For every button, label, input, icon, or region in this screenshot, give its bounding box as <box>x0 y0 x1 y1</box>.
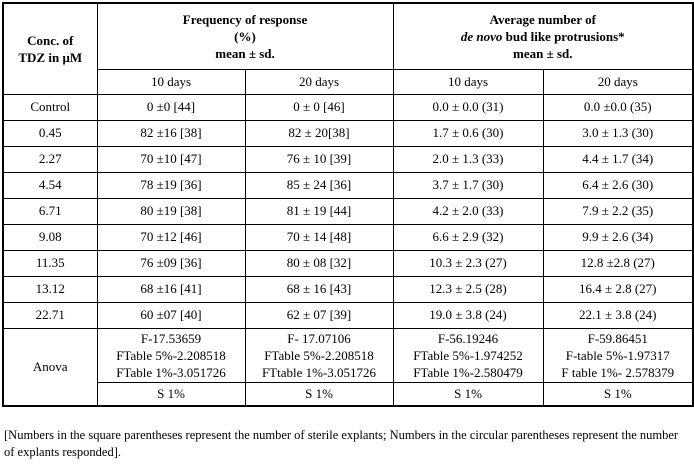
header-frequency-group: Frequency of response (%) mean ± sd. <box>96 2 394 70</box>
row-label: 4.54 <box>2 171 98 199</box>
data-cell: 68 ±16 [41] <box>96 275 246 303</box>
row-label: 6.71 <box>2 197 98 225</box>
data-cell: 2.0 ± 1.3 (33) <box>392 145 544 173</box>
average-header-line2: de novo bud like protrusions* <box>396 28 691 45</box>
significance-row: S 1% S 1% S 1% S 1% <box>3 381 694 407</box>
anova-cell-frequency-10days: F-17.53659 FTable 5%-2.208518 FTable 1%-… <box>96 327 246 383</box>
data-cell: 80 ± 08 [32] <box>244 249 394 277</box>
table-row: 22.71 60 ±07 [40] 62 ± 07 [39] 19.0 ± 3.… <box>2 301 694 329</box>
header-average-group: Average number of de novo bud like protr… <box>392 2 694 70</box>
anova-f-value: F-56.19246 <box>437 330 499 346</box>
table-row: 4.54 78 ±19 [36] 85 ± 24 [36] 3.7 ± 1.7 … <box>2 171 694 199</box>
significance-cell: S 1% <box>96 381 246 407</box>
data-cell: 6.4 ± 2.6 (30) <box>542 171 694 199</box>
data-cell: 78 ±19 [36] <box>96 171 246 199</box>
anova-ftable5: FTable 5%-2.208518 <box>264 347 374 363</box>
data-cell: 19.0 ± 3.8 (24) <box>392 301 544 329</box>
frequency-header-line1: Frequency of response <box>182 11 308 27</box>
row-label: 13.12 <box>2 275 98 303</box>
results-table-container: Conc. of TDZ in μM Frequency of response… <box>2 2 694 407</box>
data-cell: 81 ± 19 [44] <box>244 197 394 225</box>
data-cell: 70 ±10 [47] <box>96 145 246 173</box>
data-cell: 10.3 ± 2.3 (27) <box>392 249 544 277</box>
subheader-frequency-20days: 20 days <box>244 68 394 95</box>
sub-header-row: 10 days 20 days 10 days 20 days <box>3 68 694 95</box>
subheader-average-10days: 10 days <box>392 68 544 95</box>
anova-label: Anova <box>2 327 98 407</box>
header-conc-line2: TDZ in μM <box>18 49 83 65</box>
anova-ftable1: FTtable 1%-3.051726 <box>261 364 377 380</box>
data-cell: 9.9 ± 2.6 (34) <box>542 223 694 251</box>
anova-cell-average-10days: F-56.19246 FTable 5%-1.974252 FTable 1%-… <box>392 327 544 383</box>
anova-ftable1: FTable 1%-3.051726 <box>116 364 226 380</box>
data-cell: 12.3 ± 2.5 (28) <box>392 275 544 303</box>
table-row: 9.08 70 ±12 [46] 70 ± 14 [48] 6.6 ± 2.9 … <box>2 223 694 251</box>
subheader-average-20days: 20 days <box>542 68 694 95</box>
table-row: 13.12 68 ±16 [41] 68 ± 16 [43] 12.3 ± 2.… <box>2 275 694 303</box>
significance-cell: S 1% <box>542 381 694 407</box>
anova-stats-row: Anova F-17.53659 FTable 5%-2.208518 FTab… <box>2 327 694 407</box>
data-cell: 0.0 ±0.0 (35) <box>542 93 694 121</box>
table-row: 2.27 70 ±10 [47] 76 ± 10 [39] 2.0 ± 1.3 … <box>2 145 694 173</box>
data-cell: 7.9 ± 2.2 (35) <box>542 197 694 225</box>
frequency-header-line2: (%) <box>234 28 256 44</box>
subheader-frequency-10days: 10 days <box>96 68 246 95</box>
data-cell: 12.8 ±2.8 (27) <box>542 249 694 277</box>
anova-ftable5: FTable 5%-1.974252 <box>413 347 523 363</box>
data-cell: 1.7 ± 0.6 (30) <box>392 119 544 147</box>
average-header-line3: mean ± sd. <box>512 45 573 61</box>
row-label: 11.35 <box>2 249 98 277</box>
row-label: 22.71 <box>2 301 98 329</box>
table-row: 11.35 76 ±09 [36] 80 ± 08 [32] 10.3 ± 2.… <box>2 249 694 277</box>
anova-cell-average-20days: F-59.86451 F-table 5%-1.97317 F table 1%… <box>542 327 694 383</box>
row-label: 2.27 <box>2 145 98 173</box>
data-cell: 0 ± 0 [46] <box>244 93 394 121</box>
results-table: Conc. of TDZ in μM Frequency of response… <box>2 2 694 407</box>
average-header-line2-rest: bud like protrusions* <box>502 28 625 44</box>
data-cell: 0.0 ± 0.0 (31) <box>392 93 544 121</box>
average-header-line1: Average number of <box>489 11 596 27</box>
table-footnote: [Numbers in the square parentheses repre… <box>4 428 679 459</box>
de-novo-italic: de novo <box>460 28 503 44</box>
data-cell: 76 ±09 [36] <box>96 249 246 277</box>
anova-ftable5: F-table 5%-1.97317 <box>565 347 670 363</box>
data-cell: 16.4 ± 2.8 (27) <box>542 275 694 303</box>
header-conc-tdz: Conc. of TDZ in μM <box>2 2 98 95</box>
data-cell: 3.7 ± 1.7 (30) <box>392 171 544 199</box>
data-cell: 70 ±12 [46] <box>96 223 246 251</box>
data-cell: 76 ± 10 [39] <box>244 145 394 173</box>
significance-cell: S 1% <box>392 381 544 407</box>
data-cell: 6.6 ± 2.9 (32) <box>392 223 544 251</box>
data-cell: 0 ±0 [44] <box>96 93 246 121</box>
data-cell: 82 ±16 [38] <box>96 119 246 147</box>
anova-f-value: F-59.86451 <box>587 330 648 346</box>
table-row: 6.71 80 ±19 [38] 81 ± 19 [44] 4.2 ± 2.0 … <box>2 197 694 225</box>
row-label: 0.45 <box>2 119 98 147</box>
row-label: Control <box>2 93 98 121</box>
data-cell: 22.1 ± 3.8 (24) <box>542 301 694 329</box>
header-conc-line1: Conc. of <box>27 32 74 48</box>
main-header-row: Conc. of TDZ in μM Frequency of response… <box>2 2 694 95</box>
data-cell: 60 ±07 [40] <box>96 301 246 329</box>
data-cell: 70 ± 14 [48] <box>244 223 394 251</box>
anova-ftable1: F table 1%- 2.578379 <box>561 364 675 380</box>
data-cell: 3.0 ± 1.3 (30) <box>542 119 694 147</box>
data-cell: 4.4 ± 1.7 (34) <box>542 145 694 173</box>
data-cell: 80 ±19 [38] <box>96 197 246 225</box>
anova-ftable1: FTable 1%-2.580479 <box>413 364 523 380</box>
frequency-header-line3: mean ± sd. <box>215 45 275 61</box>
row-label: 9.08 <box>2 223 98 251</box>
anova-f-value: F-17.53659 <box>140 330 202 346</box>
significance-cell: S 1% <box>244 381 394 407</box>
data-cell: 82 ± 20[38] <box>244 119 394 147</box>
anova-f-value: F- 17.07106 <box>287 330 351 346</box>
anova-ftable5: FTable 5%-2.208518 <box>116 347 226 363</box>
data-cell: 62 ± 07 [39] <box>244 301 394 329</box>
anova-cell-frequency-20days: F- 17.07106 FTable 5%-2.208518 FTtable 1… <box>244 327 394 383</box>
data-cell: 4.2 ± 2.0 (33) <box>392 197 544 225</box>
data-cell: 68 ± 16 [43] <box>244 275 394 303</box>
table-row: Control 0 ±0 [44] 0 ± 0 [46] 0.0 ± 0.0 (… <box>2 93 694 121</box>
data-cell: 85 ± 24 [36] <box>244 171 394 199</box>
table-row: 0.45 82 ±16 [38] 82 ± 20[38] 1.7 ± 0.6 (… <box>2 119 694 147</box>
